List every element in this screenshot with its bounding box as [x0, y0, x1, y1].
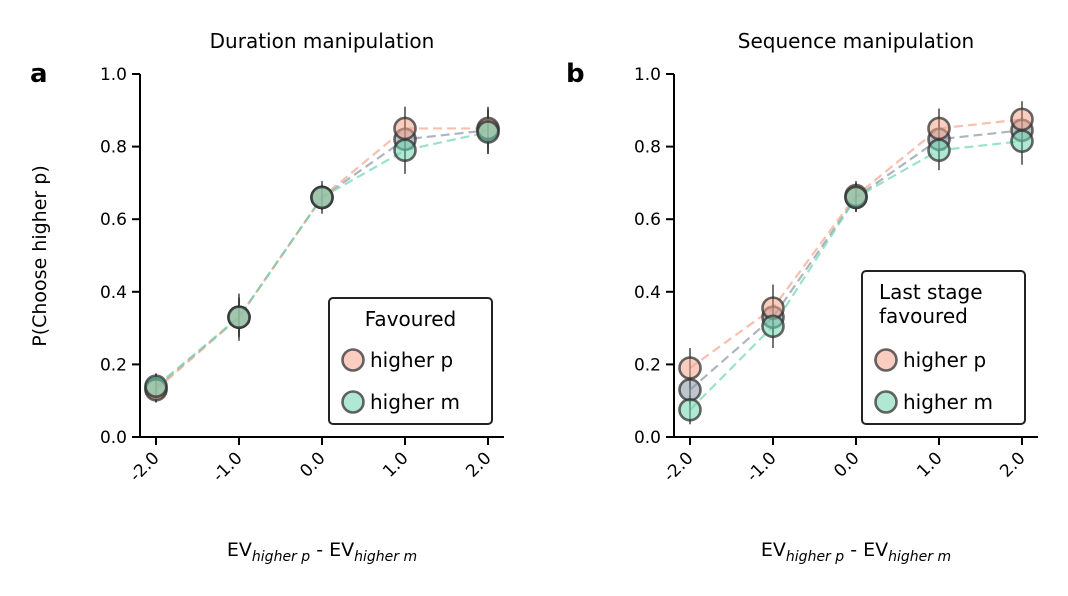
legend-title: Last stage [879, 280, 983, 304]
y-tick-label: 0.2 [100, 355, 127, 375]
legend: Favoured higher p higher m [328, 297, 493, 425]
legend-title: Favoured [365, 307, 456, 331]
panel-letter: a [30, 59, 48, 89]
x-axis-label-ev2: EV [863, 539, 888, 561]
x-tick-label: 0.0 [830, 448, 863, 481]
x-axis-label-minus: - [844, 539, 863, 561]
legend-frame [328, 297, 493, 425]
panel-a: a Duration manipulation P(Choose higher … [29, 29, 504, 565]
legend-marker [874, 348, 898, 372]
x-tick-label: -1.0 [209, 448, 247, 486]
data-point [144, 374, 168, 398]
legend-label: higher m [903, 390, 993, 414]
x-tick-label: -2.0 [126, 448, 164, 486]
y-tick-label: 1.0 [634, 65, 661, 85]
y-tick-label: 0.4 [634, 283, 661, 303]
y-tick-label: 0.6 [634, 210, 661, 230]
chart-title: Sequence manipulation [738, 29, 974, 53]
x-axis-label: EVhigher p - EVhigher m [227, 539, 417, 565]
x-axis-label-sub2: higher m [354, 549, 417, 565]
x-axis-label-sub2: higher m [888, 549, 951, 565]
y-tick-label: 0.8 [634, 138, 661, 158]
data-point [1010, 129, 1034, 153]
legend-marker [874, 390, 898, 414]
data-point [393, 138, 417, 163]
panel-letter: b [566, 59, 585, 89]
x-axis-label-sub1: higher p [252, 549, 310, 565]
x-axis-label: EVhigher p - EVhigher m [761, 539, 951, 565]
legend-title: favoured [879, 304, 968, 328]
y-axis-label: P(Choose higher p) [29, 165, 51, 347]
panel-b: b Sequence manipulation EVhigher p - EVh… [566, 29, 1038, 565]
data-point [310, 185, 334, 210]
legend-label: higher m [370, 390, 460, 414]
data-point [927, 116, 951, 141]
x-tick-label: 0.0 [296, 448, 329, 481]
data-point [678, 356, 702, 380]
x-tick-label: -1.0 [743, 448, 781, 486]
x-tick-label: 2.0 [996, 448, 1029, 481]
legend-frame [861, 270, 1026, 425]
legend-label: higher p [370, 348, 453, 372]
data-point [227, 305, 251, 330]
data-point [761, 314, 785, 339]
x-axis-label-sub1: higher p [786, 549, 844, 565]
legend-marker [341, 348, 365, 372]
x-tick-label: -2.0 [660, 448, 698, 486]
data-point [678, 397, 702, 422]
y-tick-label: 0.8 [100, 138, 127, 158]
legend-label: higher p [903, 348, 986, 372]
y-tick-label: 0.6 [100, 210, 127, 230]
data-point [1010, 107, 1034, 132]
x-tick-label: 1.0 [379, 448, 412, 481]
chart-title: Duration manipulation [210, 29, 435, 53]
data-point [844, 185, 868, 210]
data-point [393, 116, 417, 141]
plot-area: 0.0 0.2 0.4 0.6 0.8 1.0 -2.0 -1.0 0.0 1.0 2.0 Favou… [100, 65, 504, 486]
y-tick-label: 0.0 [634, 428, 661, 448]
legend-marker [341, 390, 365, 414]
data-point [476, 120, 500, 144]
plot-area: 0.0 0.2 0.4 0.6 0.8 1.0 -2.0 -1.0 0.0 1.0 2.0 Last … [634, 65, 1038, 486]
y-tick-label: 0.4 [100, 283, 127, 303]
x-axis-label-ev: EV [761, 539, 786, 561]
x-axis-label-ev: EV [227, 539, 252, 561]
y-tick-label: 0.0 [100, 428, 127, 448]
y-tick-label: 1.0 [100, 65, 127, 85]
data-point [927, 138, 951, 163]
x-tick-label: 1.0 [913, 448, 946, 481]
x-axis-label-minus: - [310, 539, 329, 561]
data-point [678, 378, 702, 402]
x-axis-label-ev2: EV [329, 539, 354, 561]
y-tick-label: 0.2 [634, 355, 661, 375]
x-tick-label: 2.0 [462, 448, 495, 481]
